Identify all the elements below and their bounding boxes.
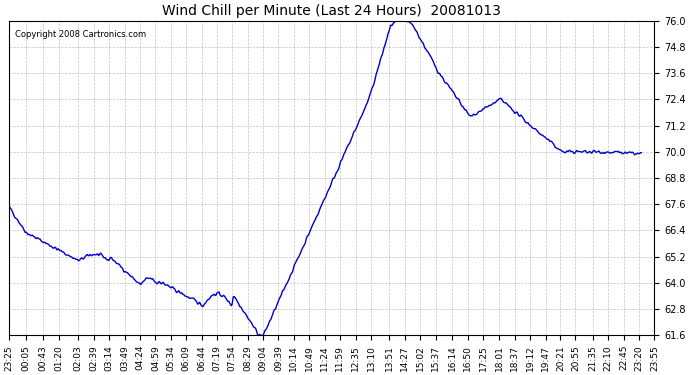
Text: Copyright 2008 Cartronics.com: Copyright 2008 Cartronics.com	[15, 30, 146, 39]
Title: Wind Chill per Minute (Last 24 Hours)  20081013: Wind Chill per Minute (Last 24 Hours) 20…	[162, 4, 501, 18]
